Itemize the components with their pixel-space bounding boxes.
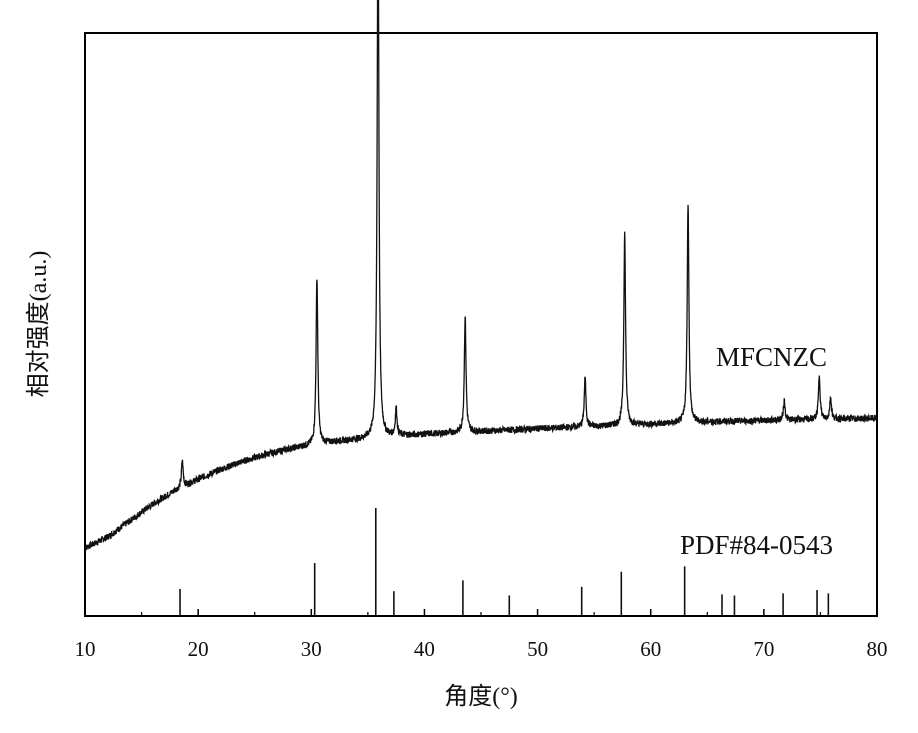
reference-sticks [180, 508, 828, 616]
x-tick-label: 10 [75, 637, 96, 661]
x-tick-label: 20 [188, 637, 209, 661]
y-axis-label: 相对强度(a.u.) [25, 251, 52, 398]
x-tick-label: 60 [640, 637, 661, 661]
x-tick-label: 80 [867, 637, 888, 661]
x-tick-label: 30 [301, 637, 322, 661]
x-tick-label: 40 [414, 637, 435, 661]
x-axis-label: 角度(°) [444, 683, 518, 710]
x-tick-label: 50 [527, 637, 548, 661]
plot-frame [85, 33, 877, 616]
annotation-pdf-card: PDF#84-0543 [680, 530, 833, 560]
annotation-sample: MFCNZC [716, 342, 827, 372]
series-line-mfcnzc [85, 0, 877, 550]
x-tick-label: 70 [753, 637, 774, 661]
